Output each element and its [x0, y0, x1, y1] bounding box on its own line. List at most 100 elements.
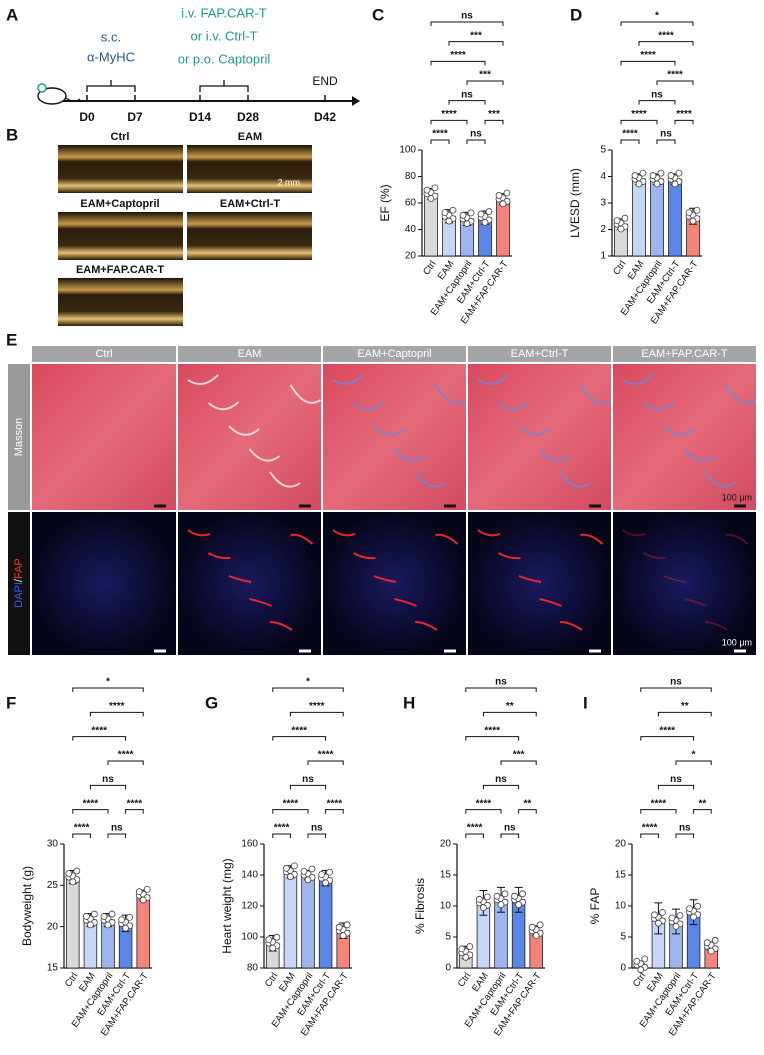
y-tick-label: 5	[445, 932, 451, 943]
collagen-fiber	[642, 401, 675, 411]
fap-signal	[332, 529, 356, 537]
column-header	[178, 346, 321, 362]
bar	[301, 874, 315, 969]
collagen-fiber	[414, 471, 446, 488]
fap-signal	[518, 575, 542, 583]
y-tick-label: 40	[405, 224, 417, 235]
masson-image	[468, 364, 611, 510]
data-point	[657, 169, 665, 177]
data-point	[139, 896, 147, 904]
significance-label: ****	[74, 823, 90, 834]
collagen-fiber	[289, 384, 322, 404]
data-point	[503, 189, 511, 197]
data-point	[135, 888, 143, 896]
data-point	[273, 933, 281, 941]
significance-bracket	[675, 833, 695, 838]
fap-signal	[622, 529, 646, 537]
data-point	[707, 947, 715, 955]
significance-label: ****	[318, 750, 334, 761]
y-tick-label: 100	[241, 932, 258, 943]
echo-image	[187, 212, 312, 260]
significance-bracket	[693, 809, 712, 814]
significance-label: ***	[470, 30, 482, 41]
data-point	[483, 893, 491, 901]
fap-signal	[539, 598, 562, 607]
significance-bracket	[500, 760, 537, 765]
significance-bracket	[656, 80, 694, 85]
bar	[318, 877, 333, 969]
significance-label: ****	[83, 798, 99, 809]
significance-label: ns	[495, 774, 507, 785]
data-point	[65, 870, 73, 877]
y-tick-label: 60	[405, 198, 417, 209]
fluorescence-image	[32, 512, 176, 655]
scale-label: 2 mm	[278, 177, 301, 187]
data-point	[122, 924, 129, 932]
treatment-line: or p.o. Captopril	[178, 51, 271, 66]
data-point	[639, 169, 647, 177]
fap-signal	[435, 533, 459, 545]
significance-bracket	[675, 760, 712, 765]
significance-bracket	[638, 41, 694, 46]
y-axis-label: LVESD (mm)	[568, 168, 582, 238]
echo-image	[58, 278, 183, 326]
significance-label: ****	[118, 750, 134, 761]
data-point	[672, 922, 680, 930]
y-tick-label: 20	[47, 921, 59, 932]
significance-label: ****	[450, 50, 466, 61]
day-label: D28	[237, 110, 259, 124]
significance-bracket	[448, 100, 486, 105]
data-point	[532, 932, 540, 939]
significance-label: ****	[283, 798, 299, 809]
significance-bracket	[72, 687, 144, 692]
data-point	[73, 867, 81, 875]
brace	[86, 80, 249, 92]
significance-label: ***	[479, 70, 491, 81]
histology: Ctrl EAM EAM+Captopril EAM+Ctrl-T EAM+FAP.CA…	[32, 346, 757, 655]
collagen-fiber	[248, 448, 281, 462]
data-point	[685, 209, 693, 217]
data-point	[126, 913, 134, 921]
significance-bracket	[289, 711, 344, 717]
significance-bracket	[465, 736, 520, 741]
significance-bracket	[620, 119, 658, 125]
fap-signal	[373, 575, 397, 583]
significance-bracket	[430, 139, 450, 144]
collagen-fiber	[207, 401, 240, 411]
y-axis-label: % Fibrosis	[413, 878, 427, 934]
collagen-fiber	[579, 384, 612, 404]
data-point	[511, 892, 518, 900]
y-tick-label: 80	[405, 171, 417, 182]
y-tick-label: 25	[47, 880, 59, 891]
data-point	[87, 921, 94, 929]
panel-letter: H	[403, 693, 415, 712]
fap-signal	[394, 598, 417, 607]
data-point	[427, 195, 435, 202]
mouse-icon	[37, 83, 81, 105]
data-point	[477, 210, 485, 218]
significance-label: *	[655, 11, 659, 22]
data-point	[459, 211, 467, 219]
panel-letter: B	[6, 125, 18, 144]
significance-label: **	[524, 798, 532, 809]
significance-bracket	[72, 736, 127, 741]
row-strip	[8, 512, 30, 655]
data-point	[269, 944, 277, 952]
data-point	[108, 910, 116, 918]
data-point	[667, 172, 675, 179]
panel-letter: G	[205, 693, 218, 712]
fap-signal	[414, 621, 438, 631]
panel-letter: A	[6, 5, 18, 24]
significance-bracket	[72, 809, 109, 814]
image-label: EAM+FAP.CAR-T	[76, 264, 164, 276]
data-point	[290, 862, 298, 870]
masson-image	[613, 364, 756, 510]
row-label: DAPI/FAP	[13, 558, 25, 608]
significance-label: ns	[302, 774, 314, 785]
fap-signal	[228, 575, 252, 583]
data-point	[621, 214, 629, 222]
y-tick-label: 140	[241, 870, 258, 881]
collagen-fiber	[393, 448, 426, 462]
data-point	[282, 864, 290, 872]
